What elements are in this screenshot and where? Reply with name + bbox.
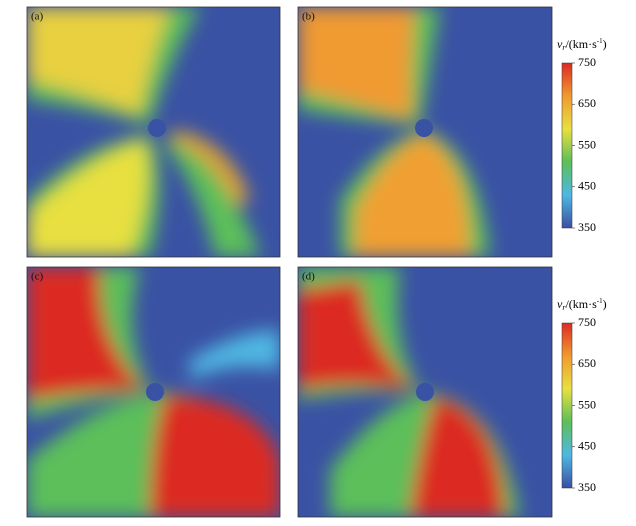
colorbar [561, 62, 573, 229]
panel-label: (a) [31, 11, 44, 23]
colorbar-title: vr/(km·s-1) [557, 297, 607, 312]
panel-frame [297, 6, 553, 258]
panel-image [27, 267, 280, 517]
tick-label: 350 [578, 220, 596, 234]
title-part: /(km·s [565, 37, 597, 51]
title-part: r [562, 43, 566, 52]
tick-label: 650 [578, 96, 596, 110]
tick-label: 550 [578, 397, 596, 411]
title-part: -1 [597, 37, 603, 45]
title-part: ) [603, 37, 607, 51]
panel-image [298, 7, 552, 257]
title-part: r [562, 303, 566, 312]
tick-label: 450 [578, 179, 596, 193]
panel-frame [26, 6, 281, 258]
panel-label: (d) [302, 271, 315, 283]
title-part: v [557, 37, 563, 51]
title-part: ) [603, 297, 607, 311]
tick-label: 750 [578, 55, 596, 69]
colorbar-title: vr/(km·s-1) [557, 37, 607, 52]
panel-image [27, 7, 280, 257]
title-part: -1 [597, 297, 603, 305]
tick-label: 350 [578, 480, 596, 494]
panel-frame [297, 266, 553, 518]
panel-label: (b) [302, 11, 315, 23]
tick-label: 550 [578, 137, 596, 151]
title-part: /(km·s [565, 297, 597, 311]
title-part: v [557, 297, 563, 311]
tick-label: 450 [578, 439, 596, 453]
tick-label: 750 [578, 315, 596, 329]
panel-label: (c) [31, 271, 44, 283]
panel-frame [26, 266, 281, 518]
colorbar [561, 322, 573, 489]
panel-image [298, 267, 552, 517]
tick-label: 650 [578, 356, 596, 370]
